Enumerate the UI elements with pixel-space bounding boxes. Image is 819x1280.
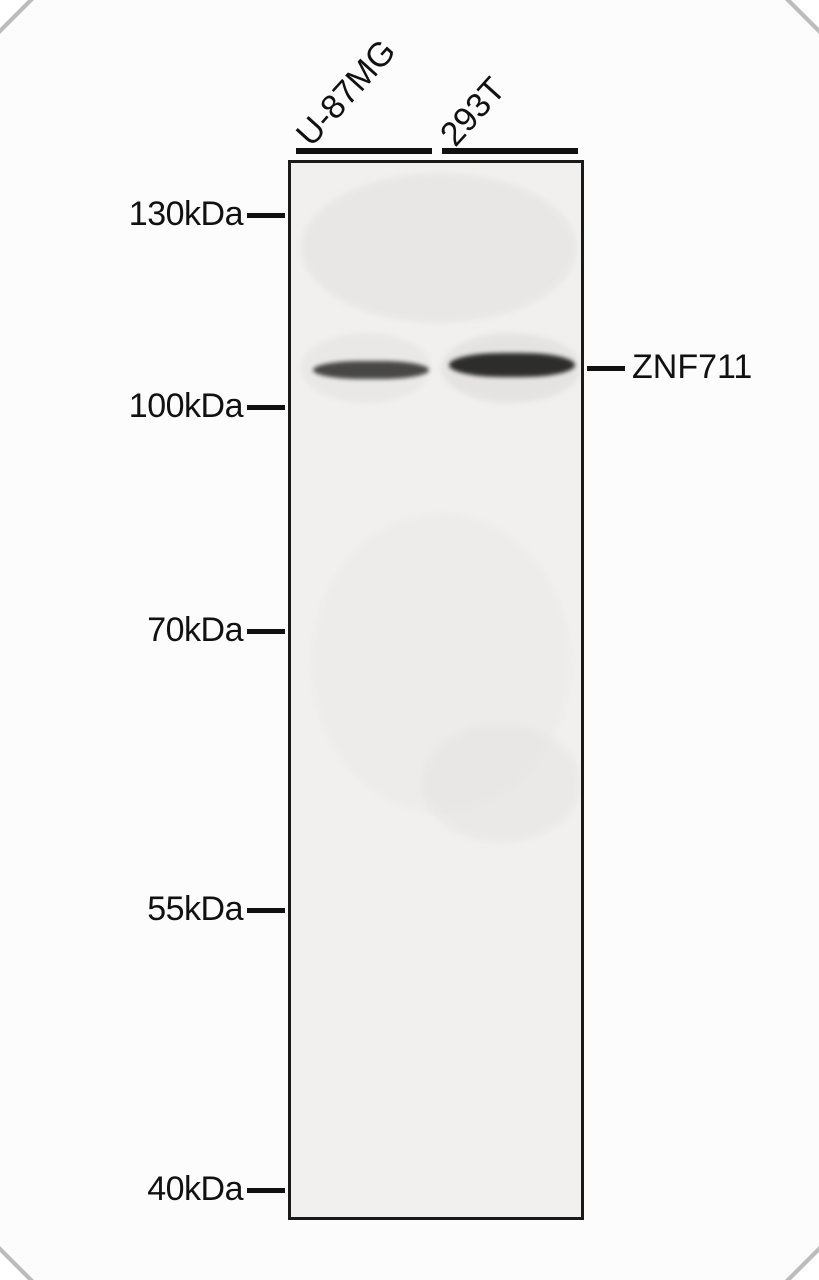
lane-bar bbox=[296, 148, 432, 154]
frame-corner bbox=[0, 1246, 34, 1280]
blot-background-smudge bbox=[301, 173, 577, 323]
lane-label-293t: 293T bbox=[433, 70, 514, 154]
band-tick-znf711 bbox=[587, 366, 625, 371]
frame-corner bbox=[785, 1246, 819, 1280]
mw-tick bbox=[247, 405, 285, 410]
frame-corner bbox=[0, 0, 34, 34]
mw-tick bbox=[247, 1188, 285, 1193]
lane-bar bbox=[442, 148, 578, 154]
blot-membrane bbox=[288, 160, 584, 1220]
mw-tick bbox=[247, 629, 285, 634]
mw-tick bbox=[247, 213, 285, 218]
frame-corner bbox=[785, 0, 819, 34]
mw-label-70: 70kDa bbox=[147, 611, 243, 650]
band-znf711-lane1 bbox=[313, 361, 429, 379]
mw-label-40: 40kDa bbox=[147, 1170, 243, 1209]
band-label-znf711: ZNF711 bbox=[632, 348, 752, 387]
mw-label-130: 130kDa bbox=[129, 195, 243, 234]
mw-label-100: 100kDa bbox=[129, 387, 243, 426]
band-znf711-lane2 bbox=[449, 353, 575, 377]
blot-background-smudge bbox=[421, 723, 581, 843]
lane-label-u87mg: U-87MG bbox=[289, 32, 404, 154]
mw-label-55: 55kDa bbox=[147, 890, 243, 929]
mw-tick bbox=[247, 908, 285, 913]
